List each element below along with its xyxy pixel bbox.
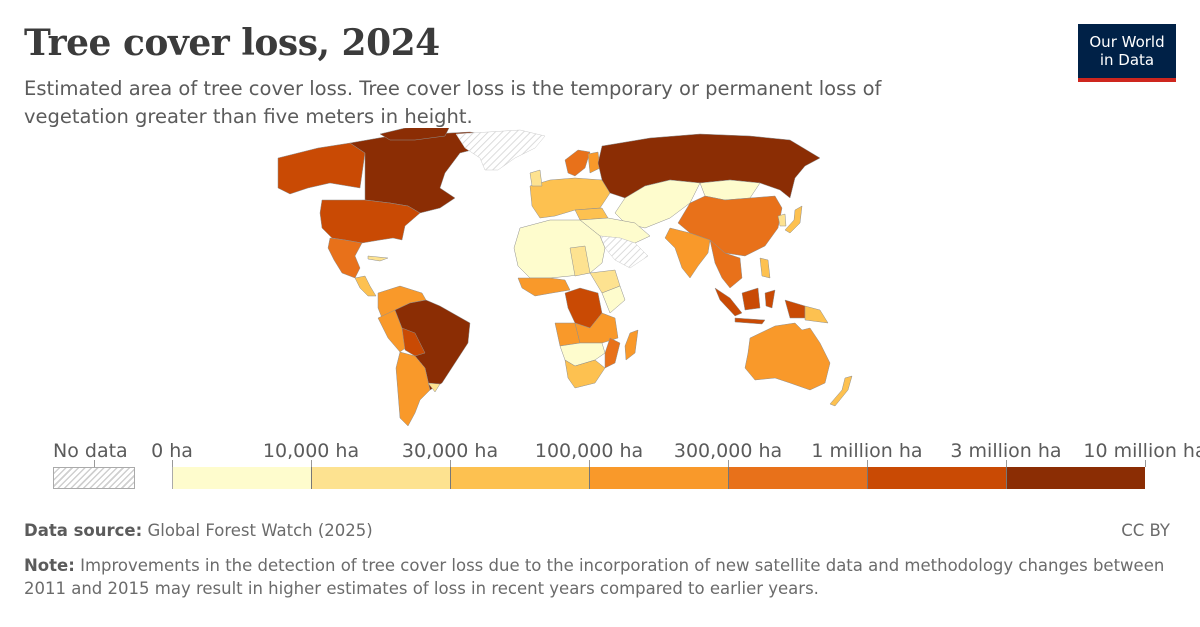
legend-tick — [1145, 460, 1146, 467]
region-java[interactable] — [734, 317, 766, 325]
region-cuba[interactable] — [367, 255, 389, 262]
region-uruguay[interactable] — [427, 382, 441, 393]
legend-no-data-tick — [94, 460, 95, 467]
legend-no-data-swatch[interactable] — [53, 467, 135, 489]
logo-line-1: Our World — [1089, 33, 1165, 51]
region-sumatra[interactable] — [714, 287, 743, 317]
region-west-africa[interactable] — [517, 277, 571, 297]
region-usa[interactable] — [319, 199, 421, 244]
region-southeast-asia[interactable] — [709, 239, 743, 289]
region-saudi-arabia[interactable] — [599, 235, 649, 269]
region-mexico[interactable] — [327, 237, 363, 279]
license-link[interactable]: CC BY — [1121, 521, 1170, 540]
region-greenland[interactable] — [455, 129, 546, 171]
region-bolivia[interactable] — [401, 327, 426, 357]
legend-bin-4[interactable] — [728, 467, 867, 489]
region-central-america[interactable] — [354, 275, 377, 297]
data-source: Data source: Global Forest Watch (2025) — [24, 521, 373, 540]
legend-label-3: 100,000 ha — [534, 440, 644, 462]
legend-tick — [728, 460, 729, 467]
source-label: Data source: — [24, 521, 143, 540]
legend-bin-5[interactable] — [867, 467, 1006, 489]
legend-tick — [311, 460, 312, 467]
logo-line-2: in Data — [1099, 51, 1155, 69]
chart-subtitle: Estimated area of tree cover loss. Tree … — [24, 77, 882, 128]
region-kazakhstan-central-asia[interactable] — [614, 179, 701, 229]
region-japan[interactable] — [784, 205, 803, 234]
legend-tick — [867, 460, 868, 467]
region-russia[interactable] — [597, 133, 821, 199]
legend-label-7: 10 million ha — [1083, 440, 1200, 462]
region-korea[interactable] — [777, 213, 787, 227]
region-india[interactable] — [664, 227, 711, 279]
region-borneo[interactable] — [741, 287, 761, 311]
legend-bin-0[interactable] — [172, 467, 311, 489]
legend-color-bar — [172, 467, 1145, 489]
legend-label-1: 10,000 ha — [262, 440, 360, 462]
legend-bin-1[interactable] — [311, 467, 450, 489]
region-new-zealand[interactable] — [829, 375, 853, 407]
chart-note: Note: Improvements in the detection of t… — [24, 554, 1174, 600]
region-philippines[interactable] — [759, 257, 771, 279]
legend-label-4: 300,000 ha — [673, 440, 783, 462]
legend-label-6: 3 million ha — [950, 440, 1062, 462]
legend-tick — [172, 460, 173, 467]
legend-bin-6[interactable] — [1006, 467, 1145, 489]
note-label: Note: — [24, 556, 75, 575]
source-value[interactable]: Global Forest Watch (2025) — [147, 521, 373, 540]
region-scandinavia[interactable] — [564, 149, 591, 177]
legend-no-data-label: No data — [53, 440, 128, 462]
region-alaska[interactable] — [277, 142, 366, 195]
chart-title: Tree cover loss, 2024 — [24, 22, 440, 64]
region-papua-new-guinea[interactable] — [804, 305, 829, 324]
legend-bin-3[interactable] — [589, 467, 728, 489]
region-argentina-chile[interactable] — [395, 351, 431, 427]
legend-tick — [589, 460, 590, 467]
owid-logo[interactable]: Our World in Data — [1078, 24, 1176, 82]
legend-tick — [1006, 460, 1007, 467]
region-madagascar[interactable] — [624, 329, 639, 361]
region-south-africa[interactable] — [564, 359, 606, 389]
note-value: Improvements in the detection of tree co… — [24, 556, 1165, 598]
world-map — [277, 128, 853, 427]
legend-label-0: 0 ha — [151, 440, 193, 462]
legend-tick — [450, 460, 451, 467]
region-canada-islands[interactable] — [379, 128, 450, 141]
region-east-africa[interactable] — [601, 285, 626, 314]
region-sulawesi[interactable] — [764, 289, 776, 309]
legend-bin-2[interactable] — [450, 467, 589, 489]
region-australia[interactable] — [744, 322, 831, 391]
region-mozambique[interactable] — [604, 337, 621, 369]
region-new-guinea-west[interactable] — [784, 299, 806, 319]
region-uk[interactable] — [529, 169, 543, 187]
legend-label-2: 30,000 ha — [401, 440, 499, 462]
legend-label-5: 1 million ha — [811, 440, 923, 462]
